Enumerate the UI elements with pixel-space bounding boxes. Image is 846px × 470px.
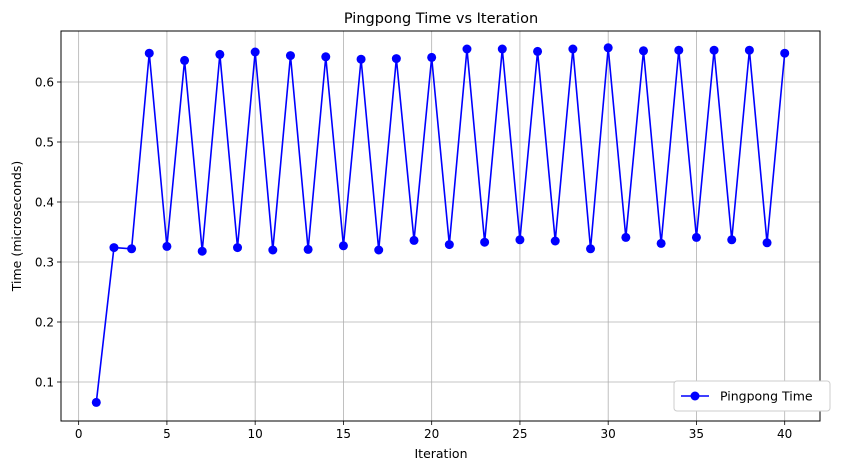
x-tick-label: 5 (163, 427, 171, 441)
data-point (180, 55, 190, 65)
data-point (550, 236, 560, 246)
data-point (409, 235, 419, 245)
series-line (95, 46, 786, 403)
y-axis-ticks: 0.1 0.2 0.3 0.4 0.5 0.6 (35, 75, 61, 389)
data-point (603, 43, 613, 53)
data-point (427, 52, 437, 62)
data-point (391, 54, 401, 64)
data-point (638, 46, 648, 56)
data-point (691, 232, 701, 242)
y-tick-label: 0.5 (35, 135, 54, 149)
x-tick-label: 15 (336, 427, 351, 441)
data-point (533, 46, 543, 56)
legend-marker-swatch (690, 391, 700, 401)
data-point (762, 238, 772, 248)
data-point (656, 238, 666, 248)
legend-label: Pingpong Time (720, 389, 813, 404)
data-point (462, 44, 472, 54)
legend: Pingpong Time (673, 380, 831, 412)
series-markers (91, 43, 790, 407)
x-axis-ticks: 0 5 10 15 20 25 30 35 40 (75, 421, 792, 441)
x-tick-label: 25 (512, 427, 527, 441)
data-point (621, 232, 631, 242)
data-point (356, 54, 366, 64)
data-point (268, 245, 278, 255)
y-tick-label: 0.2 (35, 315, 54, 329)
data-point (444, 240, 454, 250)
data-point (144, 48, 154, 58)
series-lines (95, 46, 786, 403)
data-point (215, 49, 225, 59)
data-point (780, 48, 790, 58)
data-point (497, 44, 507, 54)
y-axis-label: Time (microseconds) (9, 161, 24, 292)
data-point (321, 52, 331, 62)
chart-title: Pingpong Time vs Iteration (344, 11, 538, 27)
data-point (162, 241, 172, 251)
data-point (250, 47, 260, 57)
x-tick-label: 40 (777, 427, 792, 441)
data-point (727, 235, 737, 245)
y-tick-label: 0.3 (35, 255, 54, 269)
data-point (674, 45, 684, 55)
data-point (197, 246, 207, 256)
data-point (568, 44, 578, 54)
x-tick-label: 10 (248, 427, 263, 441)
x-tick-label: 30 (601, 427, 616, 441)
data-point (338, 241, 348, 251)
x-tick-label: 20 (424, 427, 439, 441)
data-point (91, 397, 101, 407)
legend-box (673, 380, 831, 412)
plot-frame (60, 30, 821, 422)
x-tick-label: 35 (689, 427, 704, 441)
data-point (285, 51, 295, 61)
data-point (586, 244, 596, 254)
plot-area (61, 31, 820, 421)
data-point (515, 235, 525, 245)
data-point (303, 244, 313, 254)
data-point (480, 237, 490, 247)
y-tick-label: 0.4 (35, 195, 54, 209)
x-axis-label: Iteration (414, 446, 467, 461)
x-tick-label: 0 (75, 427, 83, 441)
y-tick-label: 0.1 (35, 375, 54, 389)
data-point (127, 244, 137, 254)
data-point (233, 243, 243, 253)
y-tick-label: 0.6 (35, 75, 54, 89)
data-point (374, 245, 384, 255)
data-point (744, 45, 754, 55)
data-point (109, 243, 119, 253)
data-point (709, 45, 719, 55)
